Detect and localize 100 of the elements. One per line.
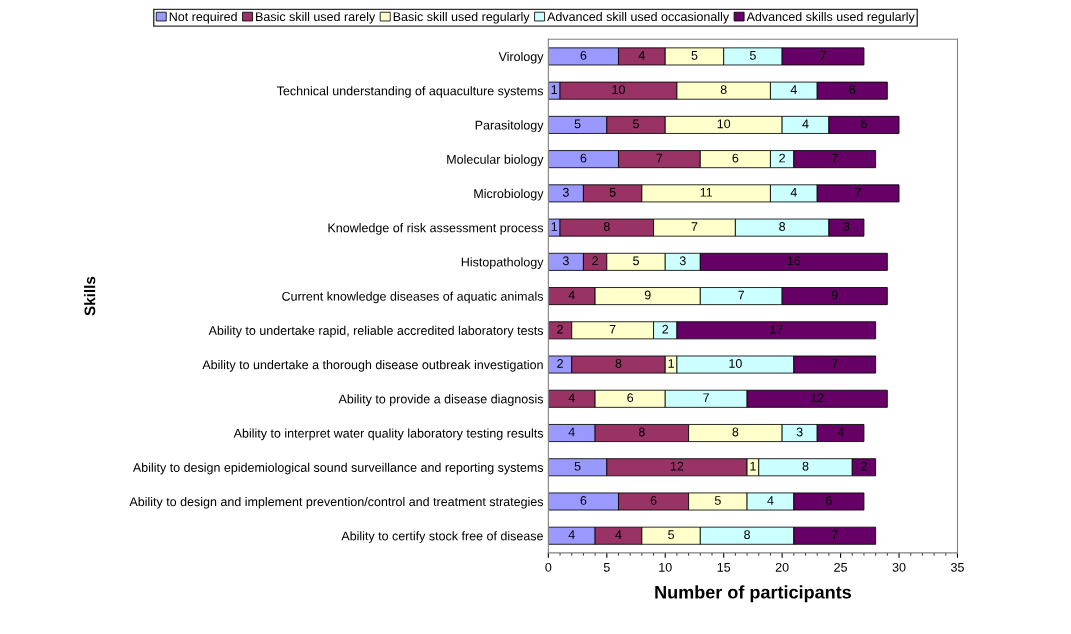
data-label: 12: [811, 393, 824, 403]
y-tick-label: Current knowledge diseases of aquatic animals: [282, 291, 544, 304]
data-label: 3: [562, 256, 569, 266]
data-label: 5: [668, 530, 675, 540]
data-label: 5: [609, 188, 616, 197]
y-tick-label: Ability to undertake a thorough disease outbreak investigation: [202, 360, 543, 372]
data-label: 10: [729, 359, 742, 368]
y-tick-label: Technical understanding of aquaculture systems: [276, 86, 544, 98]
y-tick-label: Virology: [498, 51, 544, 64]
data-label: 5: [714, 496, 721, 505]
data-label: 4: [568, 427, 575, 437]
y-tick-label: Molecular biology: [447, 154, 544, 167]
x-tick-label: 20: [775, 562, 789, 572]
y-tick-label: Knowledge of risk assessment process: [328, 223, 544, 235]
x-tick-label: 25: [834, 562, 848, 572]
data-label: 8: [779, 222, 786, 231]
data-label: 4: [767, 496, 774, 505]
data-label: 7: [609, 324, 616, 334]
data-label: 5: [749, 51, 756, 60]
y-tick-label: Ability to design epidemiological sound surveillance and reporting systems: [132, 462, 544, 475]
data-label: 3: [679, 256, 686, 266]
data-label: 7: [831, 153, 838, 163]
y-tick-label: Ability to provide a disease diagnosis: [338, 394, 544, 406]
data-label: 7: [831, 359, 838, 368]
data-label: 6: [580, 50, 587, 60]
legend-label: Not required: [169, 11, 237, 24]
data-label: 4: [615, 530, 622, 539]
y-tick-label: Ability to interpret water quality laboratory testing results: [233, 428, 544, 441]
y-tick-label: Histopathology: [461, 257, 544, 269]
data-label: 4: [790, 188, 797, 197]
data-label: 3: [562, 187, 569, 197]
x-tick-label: 15: [717, 563, 731, 572]
data-label: 8: [638, 427, 645, 437]
data-label: 2: [861, 461, 867, 471]
data-label: 7: [738, 290, 745, 300]
legend-label: Advanced skill used occasionally: [547, 11, 730, 24]
x-tick-label: 30: [892, 562, 906, 572]
data-label: 7: [656, 153, 663, 163]
data-label: 4: [568, 393, 575, 403]
data-label: 5: [633, 119, 639, 129]
data-label: 9: [831, 290, 838, 300]
data-label: 11: [700, 188, 713, 197]
data-label: 4: [568, 530, 575, 539]
data-label: 6: [849, 85, 856, 95]
data-label: 7: [691, 222, 698, 231]
data-label: 9: [644, 290, 651, 300]
data-label: 1: [750, 461, 756, 471]
data-label: 6: [580, 496, 587, 505]
y-tick-label: Microbiology: [474, 188, 544, 201]
data-label: 6: [650, 496, 657, 505]
x-tick-label: 0: [545, 562, 552, 572]
x-tick-label: 10: [659, 562, 672, 572]
data-label: 5: [574, 461, 581, 471]
data-label: 8: [802, 461, 809, 471]
legend-label: Advanced skills used regularly: [746, 11, 915, 24]
y-tick-label: Ability to undertake rapid, reliable accredited laboratory tests: [208, 325, 544, 338]
data-label: 7: [820, 51, 826, 60]
data-label: 8: [615, 359, 622, 368]
data-label: 5: [691, 51, 698, 60]
data-label: 8: [744, 530, 750, 540]
legend-label: Basic skill used rarely: [256, 11, 376, 24]
data-label: 6: [732, 153, 739, 163]
data-label: 6: [861, 119, 867, 129]
data-label: 8: [603, 222, 610, 231]
y-tick-label: Parasitology: [475, 120, 544, 133]
data-label: 2: [592, 256, 598, 266]
data-label: 7: [855, 188, 861, 197]
data-label: 2: [557, 324, 563, 334]
y-tick-label: Ability to design and implement prevention/control and treatment strategies: [129, 496, 544, 509]
data-label: 6: [580, 153, 587, 163]
data-label: 4: [790, 85, 797, 94]
y-tick-label: Ability to certify stock free of disease: [341, 531, 543, 543]
data-label: 4: [638, 51, 645, 60]
data-label: 10: [717, 119, 731, 129]
data-label: 17: [770, 324, 783, 334]
data-label: 8: [720, 85, 727, 95]
data-label: 2: [662, 324, 669, 334]
data-label: 4: [837, 427, 844, 437]
data-label: 6: [627, 393, 634, 403]
data-label: 4: [568, 290, 575, 300]
data-label: 10: [612, 85, 625, 95]
data-label: 2: [779, 153, 785, 163]
data-label: 7: [831, 530, 838, 539]
x-axis-title: Number of participants: [655, 585, 851, 603]
x-tick-label: 5: [603, 563, 610, 572]
y-axis-title: Skills: [84, 276, 96, 316]
data-label: 16: [787, 256, 801, 266]
data-label: 4: [802, 119, 809, 129]
data-label: 12: [670, 461, 684, 471]
data-label: 1: [551, 222, 558, 231]
data-label: 6: [826, 496, 832, 505]
data-label: 7: [703, 393, 709, 403]
data-label: 3: [843, 222, 850, 231]
data-label: 1: [668, 359, 674, 368]
data-label: 1: [551, 85, 558, 94]
x-tick-label: 35: [951, 562, 964, 572]
data-label: 2: [557, 359, 563, 368]
data-label: 3: [796, 427, 803, 437]
data-label: 5: [574, 119, 581, 129]
data-label: 8: [732, 427, 739, 437]
